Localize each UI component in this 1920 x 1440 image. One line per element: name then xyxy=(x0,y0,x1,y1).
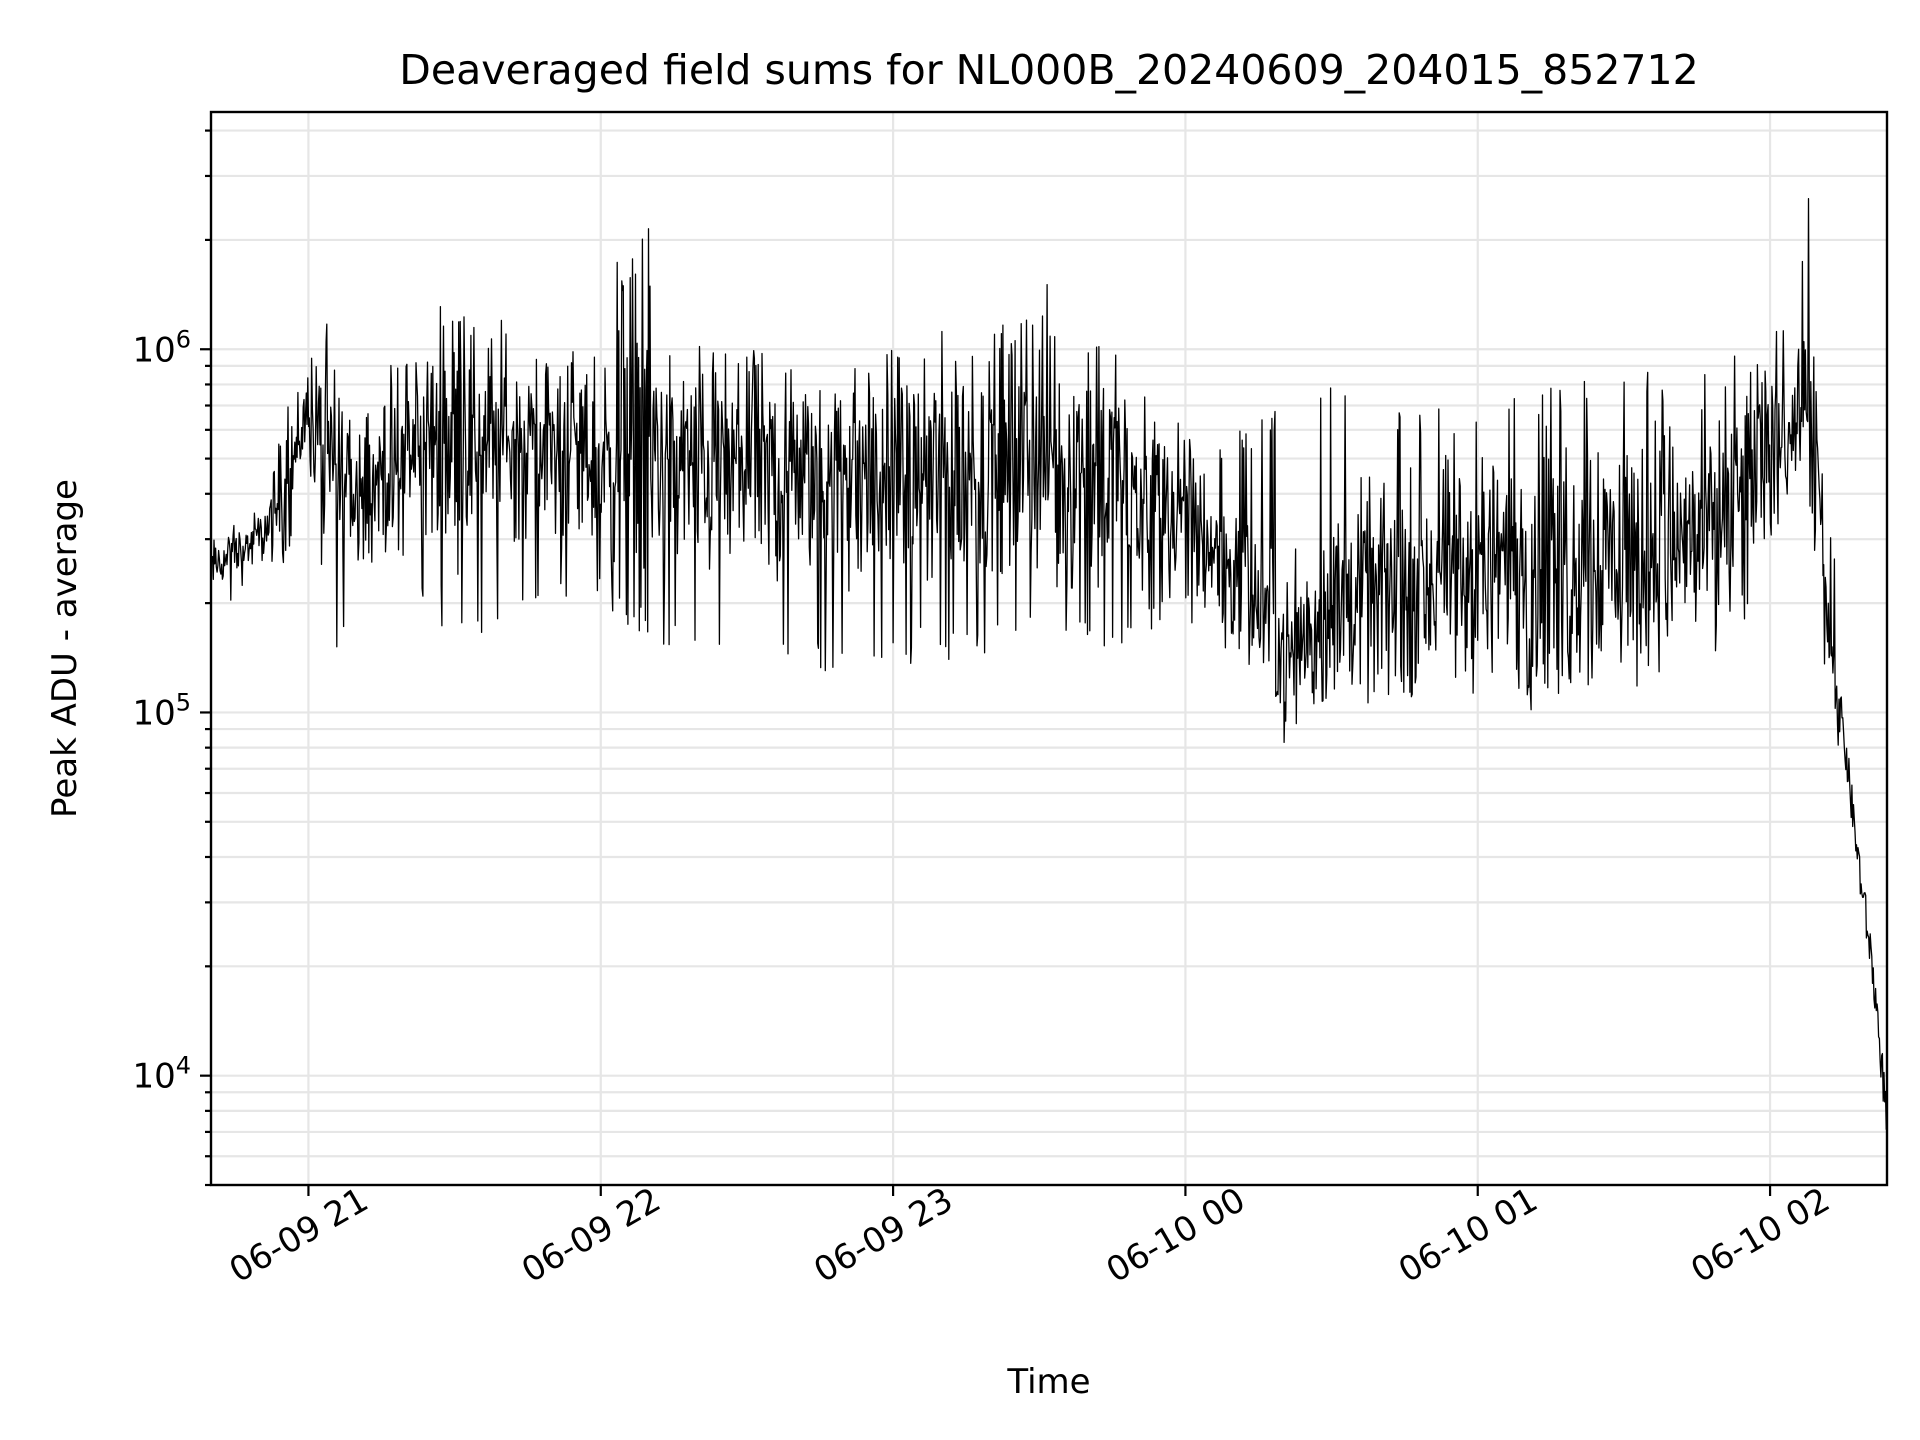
grid-layer xyxy=(211,112,1887,1187)
y-tick-label: 106 xyxy=(132,325,191,370)
x-tick-label: 06-09 21 xyxy=(223,1180,375,1291)
y-axis-label: Peak ADU - average xyxy=(45,479,85,818)
chart-title: Deaveraged field sums for NL000B_2024060… xyxy=(399,46,1698,94)
x-axis-label: Time xyxy=(1006,1362,1090,1402)
plot-frame xyxy=(209,110,1889,1187)
tick-layer: 104 105 106 06-09 21 06-09 22 06-09 23 06-10 0… xyxy=(132,129,1837,1291)
y-tick-label: 105 xyxy=(132,688,191,733)
x-tick-label: 06-09 23 xyxy=(807,1180,959,1291)
x-tick-label: 06-10 00 xyxy=(1100,1180,1252,1291)
x-tick-label: 06-10 02 xyxy=(1684,1180,1836,1291)
x-tick-label: 06-10 01 xyxy=(1392,1180,1544,1291)
y-tick-label: 104 xyxy=(132,1052,191,1097)
series-line xyxy=(210,198,1888,1130)
x-tick-label: 06-09 22 xyxy=(515,1180,667,1291)
